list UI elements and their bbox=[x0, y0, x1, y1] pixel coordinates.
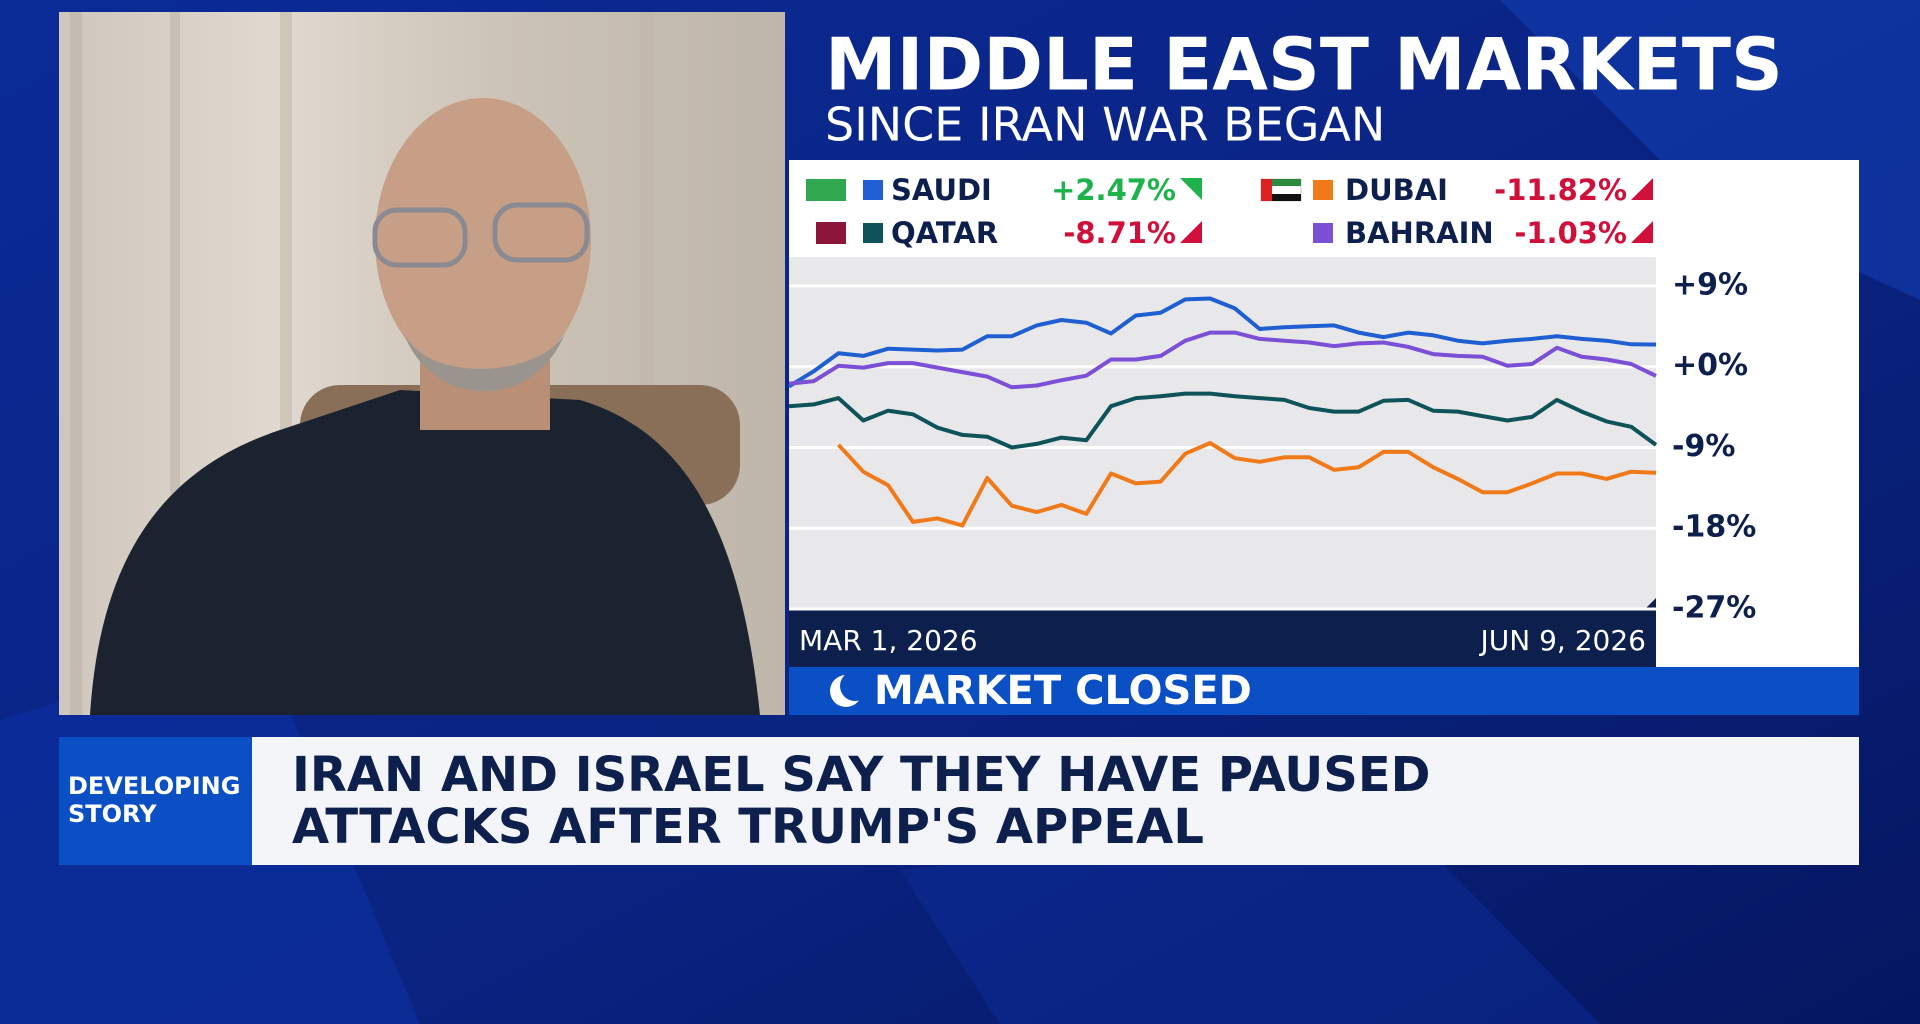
date-band bbox=[789, 598, 1656, 667]
x-tick-label: JUN 9, 2026 bbox=[1479, 624, 1646, 657]
tag-text: DEVELOPING bbox=[68, 772, 240, 800]
flag-icon bbox=[806, 222, 816, 244]
headline-box bbox=[252, 737, 1859, 865]
legend-change: -8.71% bbox=[1063, 216, 1176, 250]
legend-swatch bbox=[863, 180, 883, 200]
y-tick-label: -18% bbox=[1672, 510, 1756, 545]
series-line bbox=[837, 441, 1657, 528]
x-tick-label: MAR 1, 2026 bbox=[799, 624, 978, 657]
legend-label: DUBAI bbox=[1345, 173, 1448, 207]
legend-change: -11.82% bbox=[1494, 173, 1627, 207]
flag-icon bbox=[806, 179, 846, 201]
series-line bbox=[788, 391, 1658, 450]
y-tick-label: -9% bbox=[1672, 429, 1735, 464]
y-tick-label: +9% bbox=[1672, 267, 1748, 302]
bg-shape bbox=[900, 820, 1600, 1024]
flag-icon bbox=[1261, 194, 1301, 201]
moon-icon bbox=[840, 671, 870, 701]
chart-title: MIDDLE EAST MARKETS bbox=[825, 23, 1783, 107]
change-indicator bbox=[1631, 221, 1653, 243]
legend-label: QATAR bbox=[891, 216, 998, 250]
legend-swatch bbox=[1313, 223, 1333, 243]
y-tick-label: -27% bbox=[1672, 591, 1756, 626]
change-indicator bbox=[1631, 178, 1653, 200]
legend-label: SAUDI bbox=[891, 173, 992, 207]
headline-text: IRAN AND ISRAEL SAY THEY HAVE PAUSED bbox=[292, 747, 1430, 803]
series-line bbox=[788, 330, 1657, 390]
legend-change: -1.03% bbox=[1514, 216, 1627, 250]
legend-label: BAHRAIN bbox=[1345, 216, 1494, 250]
chart-subtitle: SINCE IRAN WAR BEGAN bbox=[825, 98, 1385, 152]
tag-box bbox=[59, 737, 252, 865]
series-line bbox=[787, 296, 1657, 389]
y-tick-label: +0% bbox=[1672, 348, 1748, 383]
legend-change: +2.47% bbox=[1051, 173, 1176, 207]
legend-swatch bbox=[1313, 180, 1333, 200]
flag-icon bbox=[1261, 179, 1272, 201]
video-feed bbox=[59, 12, 785, 715]
plot-area bbox=[789, 257, 1656, 609]
change-indicator bbox=[1180, 178, 1202, 200]
headline-text: ATTACKS AFTER TRUMP'S APPEAL bbox=[292, 799, 1204, 855]
change-indicator bbox=[1180, 221, 1202, 243]
status-bar bbox=[789, 667, 1859, 715]
tag-text: STORY bbox=[68, 800, 157, 828]
status-text: MARKET CLOSED bbox=[874, 668, 1252, 714]
flag-icon bbox=[1261, 179, 1301, 186]
legend-swatch bbox=[863, 223, 883, 243]
